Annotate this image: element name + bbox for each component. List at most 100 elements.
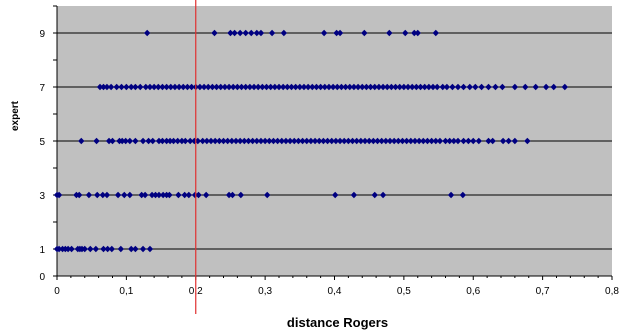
x-tick-label: 0,3 [258,286,272,297]
data-point [85,191,93,199]
data-point [155,191,163,199]
data-point [191,191,199,199]
data-point [320,137,327,145]
data-point [163,83,170,91]
data-points [53,29,569,253]
data-point [237,191,245,199]
data-point [108,245,116,253]
data-point [499,83,506,91]
data-point [313,83,320,91]
data-point [270,137,277,145]
data-point [328,137,335,145]
data-point [87,245,94,253]
data-point [203,137,211,145]
data-point [76,191,83,199]
data-point [217,83,224,91]
data-point [146,83,154,91]
data-point [485,83,492,91]
data-point [224,137,231,145]
data-point [170,137,177,145]
data-point [280,29,288,37]
data-point [288,83,295,91]
data-point [321,83,328,91]
data-point [350,83,358,91]
y-tick-label: 1 [39,245,45,256]
data-point [532,83,539,91]
data-point [103,83,111,91]
data-point [268,29,276,37]
data-point [402,29,409,37]
data-point [128,83,135,91]
data-point [107,83,115,91]
data-point [415,137,423,145]
y-axis-ticks: 0 1 3 5 7 9 [39,5,57,283]
data-point [307,137,315,145]
data-point [159,83,166,91]
data-point [324,137,331,145]
data-point [411,137,419,145]
data-point [96,83,104,91]
data-point [386,137,394,145]
data-point [374,137,381,145]
data-point [341,137,348,145]
data-point [382,137,390,145]
data-point [145,137,152,145]
data-point [436,137,444,145]
data-point [229,191,236,199]
data-point [331,191,339,199]
data-point [166,191,173,199]
data-point [181,191,188,199]
data-point [126,191,134,199]
data-point [511,137,519,145]
data-point [253,29,260,37]
data-point [378,137,385,145]
data-point [275,83,283,91]
data-point [171,83,179,91]
data-point [311,137,319,145]
data-point [282,137,290,145]
data-point [375,83,383,91]
data-point [447,191,455,199]
data-point [178,137,186,145]
data-point [433,83,441,91]
data-point [325,83,333,91]
data-point [350,191,358,199]
data-point [200,83,208,91]
data-point [174,137,181,145]
data-point [371,191,378,199]
data-point [92,245,100,253]
data-point [146,245,154,253]
data-point [126,137,134,145]
data-point [399,137,406,145]
x-axis-title: distance Rogers [287,315,388,330]
data-point [417,83,424,91]
data-point [122,137,129,145]
data-point [429,83,437,91]
data-point [132,83,139,91]
data-point [225,191,233,199]
data-point [267,83,274,91]
data-point [227,29,234,37]
data-point [231,29,238,37]
data-point [257,137,265,145]
data-point [316,137,323,145]
data-point [121,191,128,199]
data-point [209,83,216,91]
data-point [522,83,529,91]
data-point [132,245,139,253]
data-point [353,137,360,145]
data-point [303,137,310,145]
data-point [334,83,341,91]
data-point [424,137,431,145]
data-point [454,137,462,145]
data-point [103,191,111,199]
data-point [336,29,344,37]
data-point [395,137,402,145]
data-point [149,137,156,145]
data-point [442,137,449,145]
data-point [295,137,302,145]
data-point [411,29,418,37]
data-point [64,245,72,253]
data-point [485,137,492,145]
data-point [499,137,507,145]
